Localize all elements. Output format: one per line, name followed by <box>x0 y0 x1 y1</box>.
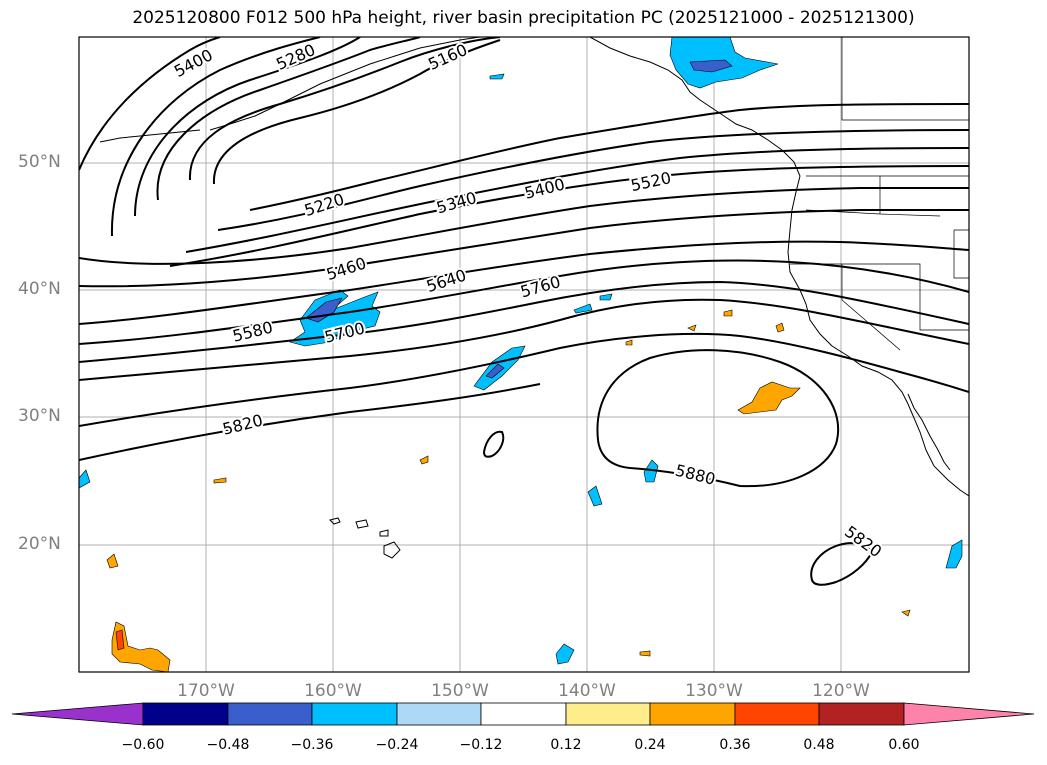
coastlines <box>99 37 969 559</box>
colorbar-bin <box>396 702 482 726</box>
colorbar <box>11 702 1035 726</box>
colorbar-tick-label: 0.24 <box>634 737 666 753</box>
colorbar-tick-label: 0.12 <box>550 737 582 753</box>
precip-positive-small-5 <box>687 324 697 332</box>
precip-negative-small-5 <box>945 539 963 569</box>
latitude-label: 40°N <box>18 279 61 299</box>
precip-negative-subtropical-core <box>485 363 505 379</box>
precip-positive-small-9 <box>625 339 633 346</box>
coast-hawaii <box>329 517 401 559</box>
colorbar-bin <box>227 702 313 726</box>
longitude-label: 160°W <box>304 681 362 701</box>
precipitation-anomaly-fills <box>79 37 963 672</box>
coast-aleutians <box>99 129 201 143</box>
graticule <box>79 37 969 672</box>
precip-negative-small-2 <box>643 459 659 483</box>
precip-negative-alaska-core <box>689 59 733 73</box>
contour-label: 5760 <box>518 272 562 301</box>
latitude-label: 20°N <box>18 534 61 554</box>
coast-baja <box>907 393 951 471</box>
contour-label: 5520 <box>629 168 673 195</box>
contour-label: 5340 <box>434 188 478 217</box>
precip-positive-small-1 <box>106 553 119 569</box>
precip-positive-small-7 <box>901 609 911 617</box>
precip-negative-small-1 <box>489 73 505 80</box>
colorbar-tick-label: −0.60 <box>121 737 165 753</box>
contour-5520 <box>79 208 969 288</box>
colorbar-tick-label: 0.36 <box>719 737 751 753</box>
colorbar-tick-label: 0.60 <box>888 737 920 753</box>
latitude-label: 50°N <box>18 152 61 172</box>
colorbar-tick-label: −0.12 <box>459 737 503 753</box>
colorbar-bin <box>818 702 905 726</box>
height-contours <box>79 37 969 586</box>
contour-label: 5220 <box>302 189 347 220</box>
coast-alaska-peninsula <box>209 37 481 131</box>
map-frame <box>78 36 970 673</box>
contour-5880-small-closed <box>482 430 505 458</box>
contour-5760 <box>79 298 969 381</box>
precip-positive-small-3 <box>213 477 227 484</box>
precip-negative-small-8 <box>573 303 593 314</box>
colorbar-bin <box>311 702 398 726</box>
longitude-label: 130°W <box>685 681 743 701</box>
precip-negative-small-7 <box>599 293 613 301</box>
colorbar-tick-label: 0.48 <box>803 737 835 753</box>
longitude-label: 150°W <box>431 681 489 701</box>
colorbar-bin <box>903 702 1035 726</box>
contour-label: 5640 <box>424 265 469 296</box>
colorbar-tick-label: −0.36 <box>290 737 334 753</box>
precip-negative-midpacific <box>289 289 381 347</box>
precip-negative-small-3 <box>587 485 603 507</box>
colorbar-bin <box>649 702 736 726</box>
coast-gulf-alaska <box>589 37 801 177</box>
precip-positive-southwest <box>111 621 171 672</box>
contour-5880-closed <box>596 349 840 488</box>
map-title: 2025120800 F012 500 hPa height, river ba… <box>132 8 915 28</box>
contour-label: 5280 <box>273 40 318 74</box>
contour-5880-tropical <box>79 383 541 461</box>
coast-west-north-america <box>787 175 969 497</box>
political-borders <box>790 37 969 351</box>
longitude-label: 170°W <box>177 681 235 701</box>
precip-positive-small-4 <box>723 309 733 317</box>
contour-5160 <box>212 39 501 185</box>
contour-label: 5580 <box>231 318 275 346</box>
contour-5820-main <box>79 332 969 427</box>
longitude-label: 140°W <box>558 681 616 701</box>
contour-5340 <box>134 37 969 253</box>
border-states <box>790 176 969 351</box>
precip-positive-central <box>737 381 801 415</box>
contour-label: 5820 <box>841 522 885 561</box>
colorbar-bin <box>11 702 144 726</box>
contour-5640 <box>79 259 969 345</box>
contour-5280 <box>156 37 969 231</box>
contour-5820-south <box>810 542 874 586</box>
colorbar-bin <box>142 702 229 726</box>
contour-5700 <box>79 280 969 363</box>
contour-5580 <box>79 240 969 325</box>
precip-positive-southwest-core <box>115 629 125 651</box>
contour-label: 5400 <box>523 175 567 203</box>
contour-5460 <box>79 37 969 265</box>
colorbar-tick-label: −0.24 <box>375 737 419 753</box>
colorbar-bin <box>734 702 820 726</box>
contour-label: 5460 <box>324 253 369 284</box>
precip-positive-small-2 <box>419 455 429 465</box>
precip-negative-small-4 <box>555 643 575 665</box>
contour-label: 5820 <box>221 411 265 439</box>
latitude-label: 30°N <box>18 406 61 426</box>
contour-label: 5880 <box>673 461 717 489</box>
longitude-label: 120°W <box>812 681 870 701</box>
colorbar-bin <box>480 702 567 726</box>
colorbar-bin <box>565 702 651 726</box>
border-canada-interior <box>841 37 969 121</box>
colorbar-tick-label: −0.48 <box>206 737 250 753</box>
contour-5400 <box>110 37 969 267</box>
precip-negative-small-6 <box>79 469 91 489</box>
contour-5220 <box>188 37 969 211</box>
precip-positive-small-8 <box>639 650 651 657</box>
precip-positive-small-6 <box>775 322 785 333</box>
